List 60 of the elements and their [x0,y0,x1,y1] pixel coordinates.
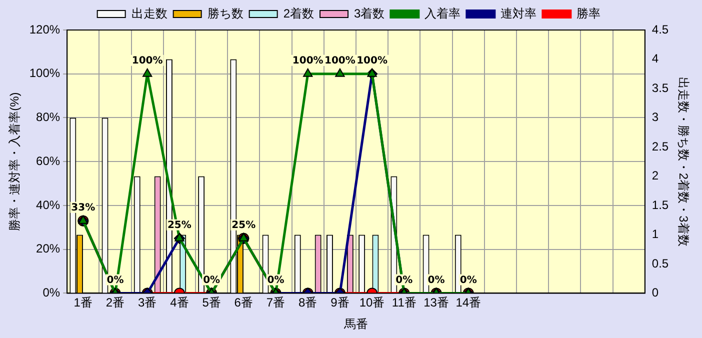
y2-tick-label: 1 [652,227,659,242]
legend-label: 2着数 [283,6,314,20]
data-label: 25% [167,220,192,231]
y2-tick-label: 2 [652,168,659,183]
legend-label: 勝ち数 [207,6,244,20]
x-tick-label: 13番 [424,296,449,310]
point [142,68,152,77]
y-tick-label: 120% [29,22,60,36]
data-label: 100% [132,55,163,66]
legend-label: 入着率 [424,6,461,20]
point [335,68,345,77]
x-tick-label: 8番 [298,296,318,310]
legend-label: 勝率 [576,6,601,20]
data-label: 33% [71,202,96,214]
y2-tick-label: 0.5 [652,256,669,270]
x-tick-label: 6番 [234,296,253,310]
y-tick-label: 20% [36,242,60,256]
data-label: 25% [232,220,256,231]
legend-label: 出走数 [131,6,168,20]
x-tick-label: 2番 [106,296,125,310]
y2-tick-label: 3.5 [652,80,669,95]
x-tick-label: 9番 [330,296,350,310]
y2-axis-title: 出走数・勝ち数・2着数・3着数 [676,76,690,246]
point [303,68,313,77]
legend-label: 3着数 [354,6,385,20]
y2-tick-label: 4 [652,52,659,66]
data-label: 0% [428,274,445,286]
y-tick-label: 100% [29,66,60,80]
data-label: 0% [106,274,124,286]
x-tick-label: 7番 [266,296,286,310]
x-axis-title: 馬番 [343,317,368,332]
point [367,68,377,77]
y-tick-label: 0% [42,286,60,300]
data-label: 100% [292,55,324,66]
x-tick-label: 14番 [456,296,482,310]
y-tick-label: 80% [36,110,60,124]
data-label: 0% [396,274,413,286]
y-tick-label: 60% [36,154,60,168]
y2-tick-label: 0 [652,286,659,300]
data-label: 100% [324,55,356,66]
data-label: 0% [267,274,284,286]
x-tick-label: 11番 [392,296,416,310]
y2-tick-label: 1.5 [652,198,669,212]
data-label: 0% [460,274,477,286]
data-label: 100% [356,55,388,66]
x-tick-label: 10番 [359,296,385,310]
point [174,232,184,242]
legend-label: 連対率 [500,6,537,20]
x-tick-label: 5番 [202,296,221,310]
y2-tick-label: 4.5 [652,22,669,36]
y2-tick-label: 3 [652,110,659,124]
data-label: 0% [203,274,220,286]
x-tick-label: 1番 [74,296,92,310]
point [78,215,88,224]
point [238,232,248,242]
y2-tick-label: 2.5 [652,139,669,154]
x-tick-label: 4番 [170,296,189,310]
x-tick-label: 3番 [138,296,157,310]
y-axis-title: 勝率・連対率・入着率(%) [8,92,22,231]
y-tick-label: 40% [36,198,60,212]
